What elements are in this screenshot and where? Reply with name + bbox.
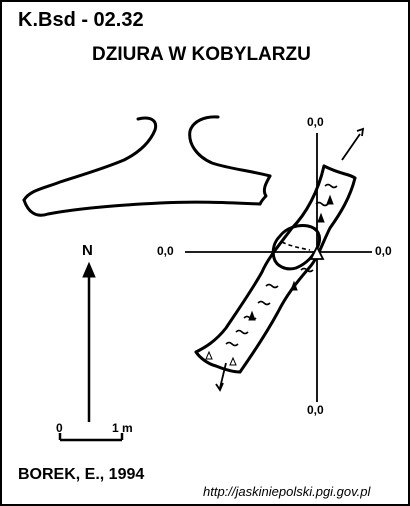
profile-upper-left-wall [22,116,158,202]
survey-arrow-top-head [356,127,365,137]
coordinate-label-bottom: 0,0 [307,403,324,417]
floor-symbols [225,183,338,347]
survey-arrows [215,127,365,392]
plan-bottom-end [194,350,242,374]
chamber-ceiling-line [281,241,311,251]
entrance-profile [22,115,272,217]
survey-arrow-bottom-head [215,382,224,392]
source-url: http://jaskiniepolski.pgi.gov.pl [203,484,371,499]
cave-plan [194,164,357,374]
north-label: N [82,242,93,259]
rubble-triangle [248,310,256,321]
rubble-symbols [205,194,334,366]
profile-lower-wall [22,198,262,217]
plan-top-end [322,164,357,180]
rubble-triangle [229,356,237,366]
coordinate-cross [185,133,372,402]
rubble-triangle [326,194,334,205]
coordinate-label-left: 0,0 [157,244,174,258]
profile-right-end [258,174,272,206]
north-arrow [82,261,96,422]
scale-start-label: 0 [56,421,63,435]
floor-squiggle [225,341,239,347]
plan-chamber [271,224,322,271]
floor-squiggle [257,300,271,306]
coordinate-label-right: 0,0 [375,244,392,258]
floor-squiggle [235,329,249,335]
author-credit: BOREK, E., 1994 [18,466,145,483]
rubble-triangle [317,212,325,223]
plan-left-wall [194,164,326,354]
scale-bar [58,433,124,442]
survey-arrow-top-line [341,133,361,161]
plan-right-wall [238,176,357,374]
scale-end-label: 1 m [112,421,133,435]
floor-squiggle [315,201,329,207]
survey-arrow-bottom-line [219,362,227,389]
floor-squiggle [265,283,279,289]
floor-squiggle [300,267,314,273]
cave-id-label: K.Bsd - 02.32 [18,9,144,31]
north-arrow-head [82,261,96,278]
rubble-triangle [290,280,298,291]
cave-name-title: DZIURA W KOBYLARZU [92,44,311,65]
coordinate-label-top: 0,0 [307,115,324,129]
profile-upper-right-wall [188,115,272,178]
survey-station-marker [309,244,325,260]
floor-squiggle [324,183,338,189]
rubble-triangle [205,350,213,360]
